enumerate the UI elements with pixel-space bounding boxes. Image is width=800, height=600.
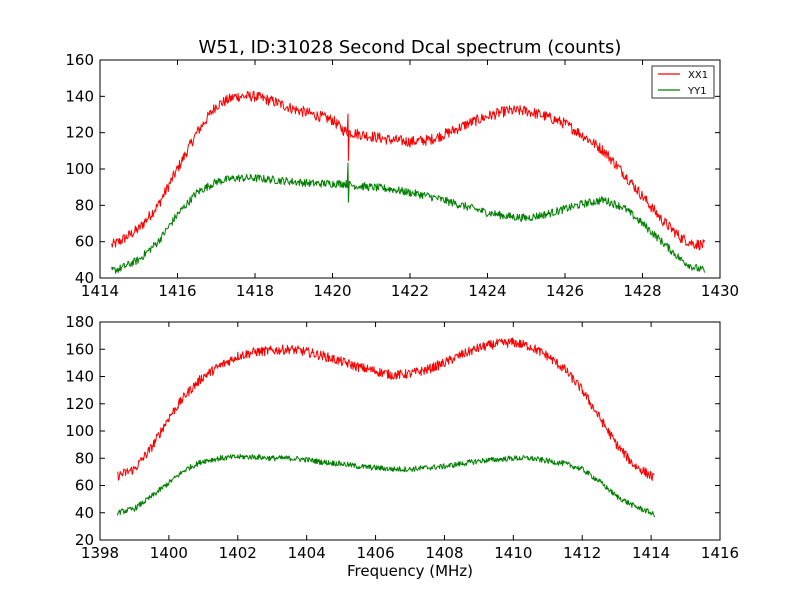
- x-tick-label-0-5: 1424: [468, 282, 506, 300]
- top-plot-area: [100, 60, 720, 278]
- bottom-plot-ticks: 1398 1400 1402 1404 1406 1408 1410 1412 1414 1416…: [65, 313, 739, 562]
- x-tick-label-1-8: 1414: [632, 544, 670, 562]
- bottom-plot-series-group: [116, 337, 656, 518]
- y-tick-label-1-7: 160: [65, 340, 94, 358]
- x-tick-label-0-1: 1416: [158, 282, 196, 300]
- legend-label-xx1: XX1: [688, 70, 708, 81]
- y-tick-label-0-2: 80: [75, 196, 94, 214]
- x-tick-label-1-2: 1402: [219, 544, 257, 562]
- x-tick-label-1-4: 1406: [356, 544, 394, 562]
- y-tick-label-0-1: 60: [75, 233, 94, 251]
- series-line-0-0: [111, 90, 705, 251]
- x-tick-label-0-0: 1414: [81, 282, 119, 300]
- y-tick-label-0-0: 40: [75, 269, 94, 287]
- series-line-1-0: [116, 337, 655, 482]
- y-tick-label-1-1: 40: [75, 504, 94, 522]
- series-line-1-1: [116, 453, 656, 518]
- x-tick-label-1-5: 1408: [425, 544, 463, 562]
- series-spike-0-0: [346, 113, 350, 161]
- x-tick-label-0-7: 1428: [623, 282, 661, 300]
- x-axis-label: Frequency (MHz): [347, 562, 473, 580]
- x-tick-label-1-0: 1398: [81, 544, 119, 562]
- y-tick-label-0-6: 160: [65, 51, 94, 69]
- x-tick-label-0-4: 1422: [391, 282, 429, 300]
- y-tick-label-0-3: 100: [65, 160, 94, 178]
- legend: XX1 YY1: [651, 65, 715, 99]
- series-line-0-1: [111, 173, 705, 274]
- y-tick-label-1-4: 100: [65, 422, 94, 440]
- top-plot-series-group: [111, 90, 705, 274]
- top-plot-ticks: 1414 1416 1418 1420 1422 1424 1426 1428 1430 40 60…: [65, 51, 739, 300]
- bottom-plot: 1398 1400 1402 1404 1406 1408 1410 1412 1414 1416…: [65, 313, 739, 562]
- x-tick-label-1-7: 1412: [563, 544, 601, 562]
- y-tick-label-1-6: 140: [65, 368, 94, 386]
- series-spike-0-1: [346, 162, 350, 203]
- x-tick-label-0-8: 1430: [701, 282, 739, 300]
- y-tick-label-1-3: 80: [75, 449, 94, 467]
- x-tick-label-1-3: 1404: [288, 544, 326, 562]
- y-tick-label-1-5: 120: [65, 395, 94, 413]
- x-tick-label-1-9: 1416: [701, 544, 739, 562]
- y-tick-label-1-0: 20: [75, 531, 94, 549]
- y-tick-label-0-5: 140: [65, 87, 94, 105]
- legend-label-yy1: YY1: [687, 86, 707, 97]
- bottom-plot-area: [100, 322, 720, 540]
- chart-title: W51, ID:31028 Second Dcal spectrum (coun…: [199, 37, 622, 58]
- x-tick-label-1-1: 1400: [150, 544, 188, 562]
- x-tick-label-0-3: 1420: [313, 282, 351, 300]
- x-tick-label-1-6: 1410: [494, 544, 532, 562]
- y-tick-label-0-4: 120: [65, 124, 94, 142]
- x-tick-label-0-2: 1418: [236, 282, 274, 300]
- top-plot: 1414 1416 1418 1420 1422 1424 1426 1428 1430 40 60…: [65, 51, 739, 300]
- y-tick-label-1-2: 60: [75, 477, 94, 495]
- legend-box: [651, 65, 715, 99]
- y-tick-label-1-8: 180: [65, 313, 94, 331]
- x-tick-label-0-6: 1426: [546, 282, 584, 300]
